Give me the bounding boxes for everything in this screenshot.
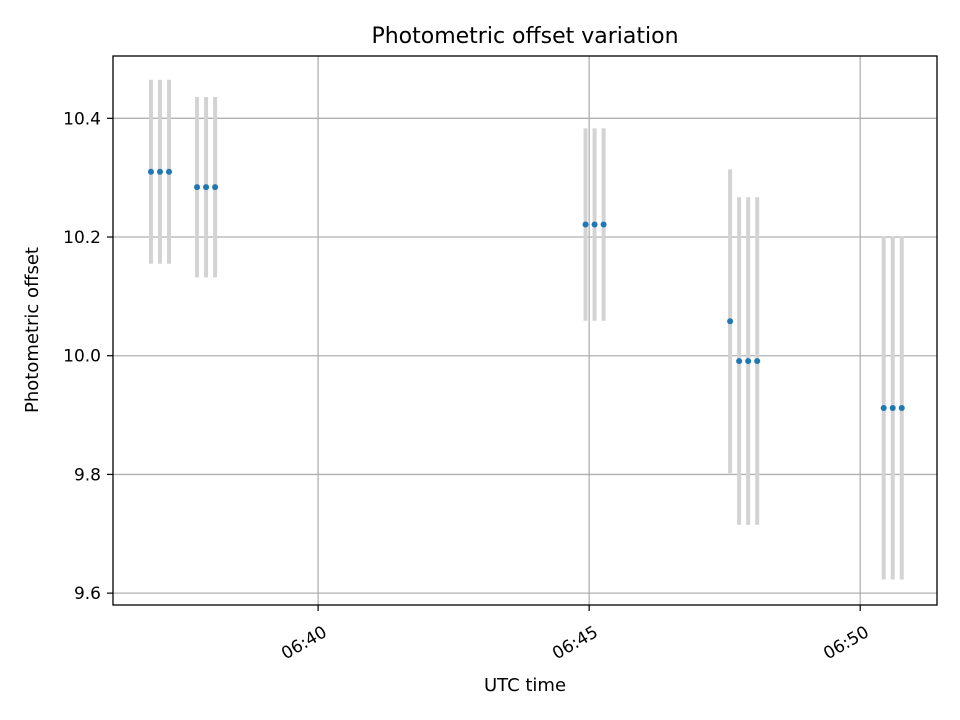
- data-point: [880, 404, 887, 411]
- data-point: [203, 184, 210, 191]
- data-point: [212, 184, 219, 191]
- x-axis-ticks: 06:40 06:45 06:50: [278, 605, 873, 664]
- data-point: [582, 221, 589, 228]
- y-axis-ticks: 9.6 9.8 10.0 10.2 10.4: [63, 109, 113, 604]
- data-point: [591, 221, 598, 228]
- chart-title: Photometric offset variation: [371, 24, 678, 49]
- x-tick-label: 06:50: [820, 622, 872, 664]
- y-tick-label: 9.6: [74, 584, 101, 604]
- x-tick-label: 06:45: [549, 622, 601, 664]
- y-tick-label: 10.2: [63, 228, 101, 248]
- error-bars: [148, 79, 904, 580]
- data-point: [147, 168, 154, 175]
- data-point: [736, 358, 743, 365]
- y-axis-label: Photometric offset: [22, 247, 43, 413]
- data-point: [745, 358, 752, 365]
- data-point: [898, 404, 905, 411]
- data-point: [194, 184, 201, 191]
- data-point: [600, 221, 607, 228]
- data-point: [166, 168, 173, 175]
- data-point: [754, 358, 761, 365]
- plot-frame: [112, 55, 938, 606]
- data-point: [889, 404, 896, 411]
- x-axis-label: UTC time: [484, 675, 566, 696]
- data-point: [156, 168, 163, 175]
- grid: [113, 56, 937, 605]
- data-points: [147, 168, 905, 411]
- data-point: [727, 318, 734, 325]
- y-tick-label: 9.8: [74, 465, 101, 485]
- y-tick-label: 10.0: [63, 347, 101, 367]
- y-tick-label: 10.4: [63, 109, 101, 129]
- x-tick-label: 06:40: [278, 622, 330, 664]
